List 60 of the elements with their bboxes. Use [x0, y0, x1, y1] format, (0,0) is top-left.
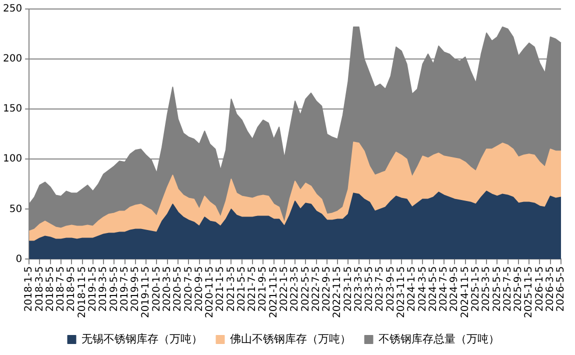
x-tick-label: 2020-1-5 — [151, 266, 162, 312]
x-tick-label: 2022-11-5 — [332, 266, 344, 318]
x-tick-label: 2022-7-5 — [310, 266, 322, 312]
x-tick-label: 2026-1-5 — [534, 266, 546, 312]
x-tick-label: 2025-11-5 — [524, 266, 535, 318]
x-tick-label: 2021-5-5 — [236, 266, 248, 312]
y-tick-label: 200 — [2, 54, 22, 65]
x-tick-label: 2023-5-5 — [364, 266, 376, 312]
x-tick-label: 2019-1-5 — [88, 266, 99, 312]
x-tick-label: 2023-7-5 — [374, 266, 386, 312]
x-tick-label: 2019-9-5 — [130, 266, 142, 312]
x-tick-label: 2018-3-5 — [34, 266, 46, 312]
x-tick-label: 2021-11-5 — [268, 266, 280, 318]
x-tick-label: 2024-11-5 — [460, 266, 471, 318]
x-tick-label: 2026-3-5 — [544, 266, 556, 312]
x-tick-label: 2018-11-5 — [76, 266, 88, 318]
x-tick-label: 2025-7-5 — [502, 266, 514, 312]
x-tick-label: 2022-1-5 — [279, 266, 290, 312]
x-tick-label: 2021-7-5 — [247, 266, 258, 312]
y-tick-label: 0 — [16, 254, 22, 265]
y-tick-label: 150 — [2, 104, 22, 115]
y-tick-label: 50 — [9, 204, 22, 215]
legend-label: 佛山不锈钢库存（万吨） — [230, 332, 351, 346]
x-tick-label: 2024-5-5 — [428, 266, 439, 312]
x-tick-label: 2025-5-5 — [492, 266, 503, 312]
x-tick-label: 2025-3-5 — [481, 266, 492, 312]
x-tick-label: 2024-9-5 — [449, 266, 460, 312]
x-tick-label: 2020-9-5 — [194, 266, 205, 312]
x-tick-label: 2018-1-5 — [24, 266, 35, 312]
x-tick-label: 2023-11-5 — [396, 266, 408, 318]
x-tick-label: 2025-1-5 — [470, 266, 482, 312]
legend-label: 无锡不锈钢库存（万吨） — [81, 332, 202, 346]
x-tick-label: 2019-3-5 — [98, 266, 110, 312]
x-tick-label: 2019-7-5 — [119, 266, 130, 312]
x-tick-label: 2021-1-5 — [215, 266, 226, 312]
x-tick-label: 2024-7-5 — [438, 266, 450, 312]
x-tick-label: 2020-11-5 — [204, 266, 216, 318]
legend-label: 不锈钢库存总量（万吨） — [378, 332, 500, 346]
y-tick-label: 250 — [2, 4, 22, 15]
x-tick-label: 2018-5-5 — [44, 266, 56, 312]
x-tick-label: 2026-5-5 — [556, 266, 567, 312]
x-tick-label: 2023-1-5 — [342, 266, 354, 312]
x-tick-label: 2023-9-5 — [385, 266, 396, 312]
x-tick-label: 2024-3-5 — [417, 266, 428, 312]
x-tick-label: 2018-7-5 — [56, 266, 67, 312]
x-tick-label: 2023-3-5 — [353, 266, 364, 312]
x-tick-label: 2024-1-5 — [406, 266, 418, 312]
x-tick-label: 2022-9-5 — [322, 266, 333, 312]
x-tick-label: 2025-9-5 — [513, 266, 524, 312]
x-tick-label: 2022-3-5 — [290, 266, 301, 312]
x-tick-label: 2020-3-5 — [162, 266, 173, 312]
x-tick-label: 2021-9-5 — [258, 266, 269, 312]
x-tick-label: 2020-7-5 — [183, 266, 194, 312]
x-tick-label: 2019-5-5 — [108, 266, 120, 312]
x-tick-label: 2020-5-5 — [172, 266, 184, 312]
x-tick-label: 2021-3-5 — [226, 266, 237, 312]
y-tick-label: 100 — [2, 154, 22, 165]
x-tick-label: 2018-9-5 — [66, 266, 78, 312]
x-tick-label: 2019-11-5 — [140, 266, 152, 318]
x-tick-label: 2022-5-5 — [300, 266, 312, 312]
